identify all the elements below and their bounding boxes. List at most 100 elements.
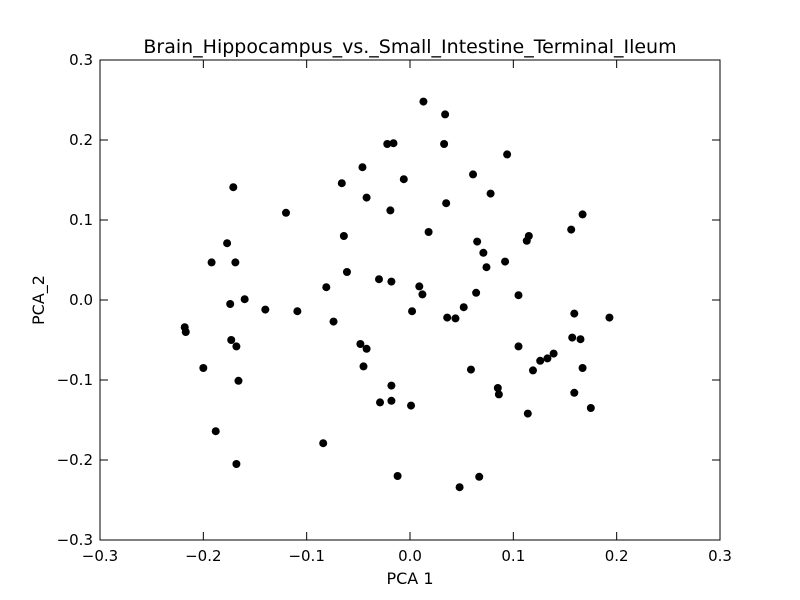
data-point — [342, 268, 351, 276]
data-point — [469, 170, 478, 179]
data-point — [227, 336, 236, 344]
data-point — [383, 140, 392, 148]
x-tick-label: −0.1 — [288, 547, 324, 565]
x-tick-label: 0.1 — [501, 547, 525, 565]
data-point — [523, 409, 532, 418]
data-point — [493, 384, 502, 392]
data-point — [386, 206, 395, 215]
data-point — [362, 344, 371, 353]
data-point — [229, 183, 238, 192]
data-point — [494, 390, 503, 399]
data-point — [376, 398, 385, 407]
data-point — [441, 110, 450, 119]
data-point — [362, 193, 371, 202]
data-point — [440, 140, 449, 148]
data-point — [501, 257, 510, 266]
data-points — [180, 97, 614, 492]
y-tick-label: 0.3 — [69, 51, 93, 69]
data-point — [459, 303, 468, 312]
x-axis-ticks: −0.3 −0.2 −0.1 0.0 0.1 0.2 0.3 — [82, 60, 732, 565]
data-point — [568, 333, 577, 342]
data-point — [319, 439, 328, 448]
data-point — [339, 232, 348, 240]
data-point — [359, 362, 368, 371]
x-tick-label: −0.3 — [82, 547, 118, 565]
data-point — [455, 483, 464, 492]
data-point — [234, 376, 243, 385]
data-point — [451, 314, 460, 323]
y-tick-label: 0.0 — [69, 291, 93, 309]
x-tick-label: 0.2 — [605, 547, 629, 565]
data-point — [570, 309, 579, 318]
data-point — [407, 401, 416, 410]
data-point — [472, 288, 481, 297]
data-point — [375, 275, 383, 284]
data-point — [549, 349, 558, 358]
data-point — [231, 258, 240, 267]
data-point — [387, 381, 396, 390]
data-point — [486, 189, 495, 198]
y-tick-label: −0.1 — [57, 371, 93, 389]
data-point — [605, 313, 614, 322]
data-point — [232, 342, 241, 351]
data-point — [418, 290, 427, 299]
data-point — [536, 356, 545, 365]
x-axis-title: PCA 1 — [386, 569, 433, 588]
data-point — [473, 237, 482, 246]
y-tick-label: 0.2 — [69, 131, 93, 149]
y-tick-label: 0.1 — [69, 211, 93, 229]
data-point — [293, 307, 302, 316]
data-point — [387, 396, 396, 405]
data-point — [466, 365, 475, 374]
data-point — [199, 364, 208, 372]
x-tick-label: −0.2 — [185, 547, 221, 565]
data-point — [522, 236, 531, 245]
data-point — [389, 139, 398, 148]
data-point — [356, 340, 365, 348]
data-point — [442, 199, 451, 208]
data-point — [337, 179, 346, 188]
data-point — [226, 300, 235, 308]
y-axis-title: PCA_2 — [29, 275, 49, 325]
data-point — [482, 263, 491, 272]
data-point — [578, 364, 587, 372]
data-point — [576, 335, 585, 344]
data-point — [387, 277, 396, 286]
data-point — [261, 305, 270, 314]
data-point — [181, 328, 190, 336]
data-point — [240, 295, 249, 304]
data-point — [479, 248, 488, 257]
data-point — [211, 427, 220, 436]
y-axis-ticks: −0.3 −0.2 −0.1 0.0 0.1 0.2 0.3 — [57, 51, 720, 549]
data-point — [543, 354, 552, 363]
data-point — [578, 210, 587, 219]
data-point — [329, 317, 338, 326]
data-point — [514, 291, 523, 300]
data-point — [503, 150, 512, 159]
data-point — [586, 404, 595, 412]
plot-frame — [99, 59, 721, 541]
data-point — [399, 175, 408, 184]
chart-title: Brain_Hippocampus_vs._Small_Intestine_Te… — [143, 36, 676, 58]
data-point — [282, 208, 290, 217]
data-point — [514, 342, 523, 351]
data-point — [567, 225, 576, 234]
y-tick-label: −0.2 — [57, 451, 93, 469]
data-point — [419, 97, 428, 106]
data-point — [408, 307, 417, 316]
data-point — [223, 239, 232, 248]
data-point — [443, 313, 452, 322]
data-point — [570, 388, 579, 397]
data-point — [207, 258, 216, 267]
data-point — [358, 163, 367, 172]
x-tick-label: 0.3 — [708, 547, 732, 565]
y-tick-label: −0.3 — [57, 531, 93, 549]
data-point — [415, 282, 424, 291]
data-point — [424, 228, 433, 236]
data-point — [322, 283, 331, 292]
data-point — [393, 472, 402, 480]
data-point — [232, 460, 241, 468]
x-tick-label: 0.0 — [398, 547, 422, 565]
data-point — [528, 366, 537, 375]
